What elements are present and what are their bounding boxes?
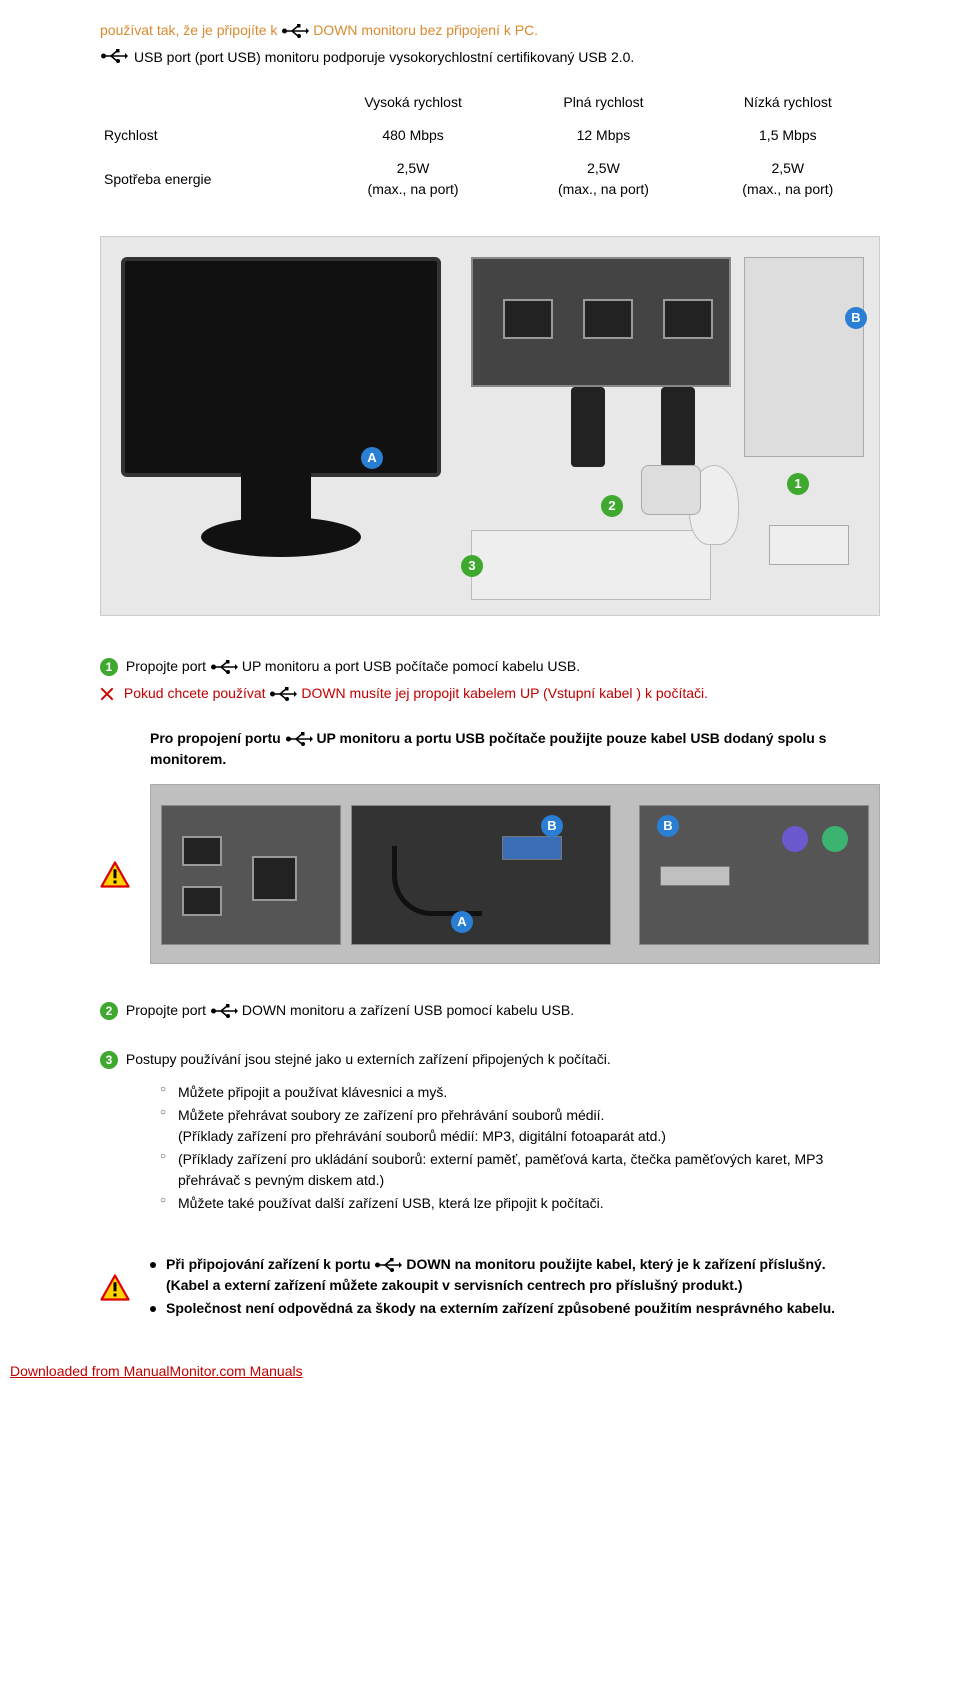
cross-icon (100, 687, 114, 701)
usb-icon (285, 732, 313, 746)
final-warning-text: Při připojování zařízení k portu DOWN na… (150, 1254, 835, 1321)
warning-icon (100, 1274, 130, 1301)
badge-2: 2 (601, 495, 623, 517)
usb-port-shape (663, 299, 713, 339)
table-row: Rychlost 480 Mbps 12 Mbps 1,5 Mbps (100, 119, 880, 152)
list-item: Společnost není odpovědná za škody na ex… (150, 1298, 835, 1319)
intro-text-2: USB port (port USB) monitoru podporuje v… (100, 47, 880, 68)
fw2-pre: Společnost není odpovědná za škody na ex… (166, 1300, 835, 1316)
usb-b-port-shape (252, 856, 297, 901)
step1-b: UP monitoru a port USB počítače pomocí k… (242, 658, 580, 674)
warning-icon (100, 861, 130, 888)
list-item: (Příklady zařízení pro ukládání souborů:… (160, 1149, 880, 1191)
cell: 12 Mbps (511, 119, 695, 152)
usb-icon (374, 1258, 402, 1272)
cell: 2,5W (max., na port) (315, 152, 511, 206)
table-row: Spotřeba energie 2,5W (max., na port) 2,… (100, 152, 880, 206)
row-power-label: Spotřeba energie (100, 152, 315, 206)
cell: 480 Mbps (315, 119, 511, 152)
panel-shape (351, 805, 611, 945)
panel-shape (161, 805, 341, 945)
table-header-row: Vysoká rychlost Plná rychlost Nízká rych… (100, 86, 880, 119)
badge-b: B (845, 307, 867, 329)
usb-icon (100, 49, 128, 63)
keyboard-shape (471, 530, 711, 600)
diagram-setup: A B 1 2 3 (100, 236, 880, 616)
usb-port-shape (182, 836, 222, 866)
usb-plug-b (502, 836, 562, 860)
step-number-1: 1 (100, 658, 118, 676)
badge-a: A (361, 447, 383, 469)
step-number-3: 3 (100, 1051, 118, 1069)
step-3: 3 Postupy používání jsou stejné jako u e… (100, 1049, 880, 1070)
usb-icon (281, 24, 309, 38)
step-number-2: 2 (100, 1002, 118, 1020)
usb-port-shape (583, 299, 633, 339)
hub-shape (769, 525, 849, 565)
list-item: Můžete přehrávat soubory ze zařízení pro… (160, 1105, 880, 1147)
badge-b: B (657, 815, 679, 837)
step1-warn-a: Pokud chcete používat (124, 685, 270, 701)
fw0-pre: Při připojování zařízení k portu (166, 1256, 374, 1272)
intro2-text: USB port (port USB) monitoru podporuje v… (134, 47, 634, 68)
step3-text: Postupy používání jsou stejné jako u ext… (126, 1051, 611, 1067)
usb-plug-shape (661, 387, 695, 467)
callout-text: Pro propojení portu UP monitoru a portu … (150, 728, 880, 770)
list-item: Při připojování zařízení k portu DOWN na… (150, 1254, 835, 1296)
spec-table: Vysoká rychlost Plná rychlost Nízká rych… (100, 86, 880, 206)
row-speed-label: Rychlost (100, 119, 315, 152)
final-warning-row: Při připojování zařízení k portu DOWN na… (100, 1254, 880, 1321)
ps2-port-shape (782, 826, 808, 852)
cell: 2,5W (max., na port) (696, 152, 880, 206)
footer-link[interactable]: Downloaded from ManualMonitor.com Manual… (10, 1363, 303, 1379)
warning-figure-row: A B B (100, 784, 880, 964)
cable-shape (392, 846, 482, 916)
badge-b: B (541, 815, 563, 837)
usb-icon (210, 1004, 238, 1018)
step-1-warning: Pokud chcete používat DOWN musíte jej pr… (100, 683, 880, 704)
intro-text-1: používat tak, že je připojíte k DOWN mon… (100, 20, 880, 41)
camera-shape (641, 465, 701, 515)
diagram-cable: A B B (150, 784, 880, 964)
th-high: Vysoká rychlost (315, 86, 511, 119)
intro1-b: DOWN monitoru bez připojení k PC. (313, 22, 538, 38)
step1-warn-b: DOWN musíte jej propojit kabelem UP (Vst… (301, 685, 708, 701)
usb-plug-a (660, 866, 730, 886)
usb-port-shape (182, 886, 222, 916)
monitor-base (201, 517, 361, 557)
badge-a: A (451, 911, 473, 933)
step1-a: Propojte port (126, 658, 210, 674)
cell: 1,5 Mbps (696, 119, 880, 152)
badge-1: 1 (787, 473, 809, 495)
monitor-shape (121, 257, 441, 477)
step2-b: DOWN monitoru a zařízení USB pomocí kabe… (242, 1002, 574, 1018)
usb-icon (210, 660, 238, 674)
th-full: Plná rychlost (511, 86, 695, 119)
step-1: 1 Propojte port UP monitoru a port USB p… (100, 656, 880, 677)
step-2: 2 Propojte port DOWN monitoru a zařízení… (100, 1000, 880, 1021)
fw1-pre: (Kabel a externí zařízení můžete zakoupi… (166, 1277, 743, 1293)
list-item: Můžete připojit a používat klávesnici a … (160, 1082, 880, 1103)
usb-port-shape (503, 299, 553, 339)
usb-plug-shape (571, 387, 605, 467)
step2-a: Propojte port (126, 1002, 210, 1018)
usb-icon (269, 687, 297, 701)
bullet-list: Můžete připojit a používat klávesnici a … (160, 1082, 880, 1214)
callout-a: Pro propojení portu (150, 730, 285, 746)
intro1-a: používat tak, že je připojíte k (100, 22, 281, 38)
pc-tower-shape (744, 257, 864, 457)
fw0-post: DOWN na monitoru použijte kabel, který j… (406, 1256, 825, 1272)
th-blank (100, 86, 315, 119)
th-low: Nízká rychlost (696, 86, 880, 119)
list-item: Můžete také používat další zařízení USB,… (160, 1193, 880, 1214)
ps2-port-shape (822, 826, 848, 852)
cell: 2,5W (max., na port) (511, 152, 695, 206)
badge-3: 3 (461, 555, 483, 577)
ports-panel (471, 257, 731, 387)
